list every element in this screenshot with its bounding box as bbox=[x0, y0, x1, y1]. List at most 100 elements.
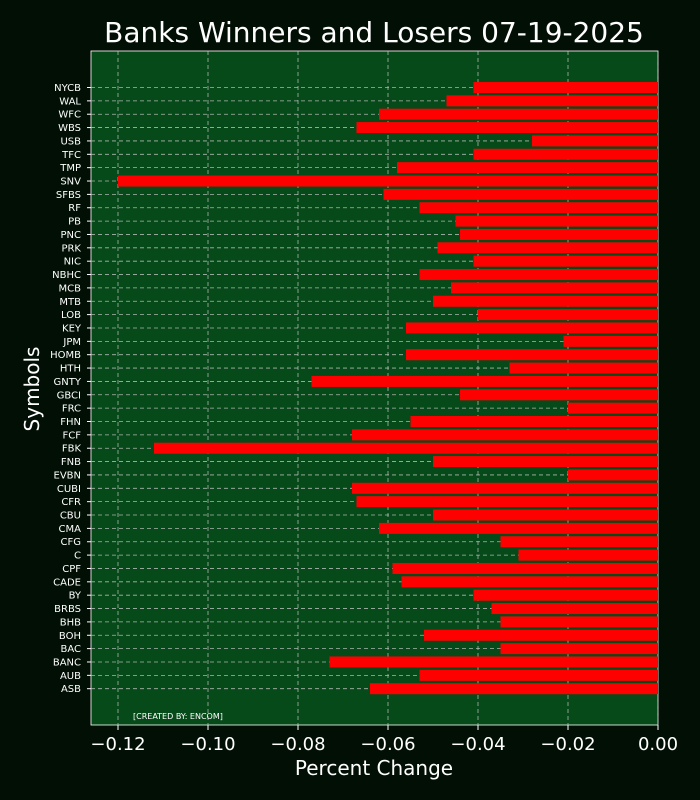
chart-title: Banks Winners and Losers 07-19-2025 bbox=[104, 16, 644, 49]
bar-jpm bbox=[563, 335, 658, 347]
y-tick-label: GNTY bbox=[54, 377, 82, 388]
y-tick-label: CMA bbox=[59, 524, 82, 535]
y-tick-label: AUB bbox=[60, 671, 81, 682]
y-tick-label: FBK bbox=[62, 444, 82, 455]
y-tick-label: JPM bbox=[62, 337, 81, 348]
y-tick-label: PNC bbox=[61, 230, 82, 241]
x-tick-label: −0.06 bbox=[360, 734, 415, 755]
bar-hth bbox=[509, 362, 658, 374]
bar-wfc bbox=[379, 108, 658, 120]
y-tick-label: BOH bbox=[59, 631, 81, 642]
bar-cma bbox=[379, 522, 658, 534]
bar-gnty bbox=[311, 375, 658, 387]
y-tick-label: EVBN bbox=[54, 470, 82, 481]
bar-c bbox=[518, 549, 658, 561]
y-tick-label: WBS bbox=[58, 123, 81, 134]
bar-cpf bbox=[392, 562, 658, 574]
x-tick-label: −0.02 bbox=[540, 734, 595, 755]
y-tick-label: NYCB bbox=[54, 83, 81, 94]
y-tick-label: USB bbox=[60, 136, 81, 147]
bar-evbn bbox=[568, 469, 658, 481]
y-tick-label: BY bbox=[69, 591, 82, 602]
bar-aub bbox=[419, 669, 658, 681]
y-tick-label: HOMB bbox=[50, 350, 81, 361]
y-tick-label: MCB bbox=[59, 283, 82, 294]
y-tick-label: CPF bbox=[62, 564, 81, 575]
y-tick-label: FRC bbox=[62, 404, 81, 415]
bar-fcf bbox=[352, 429, 658, 441]
y-tick-label: SFBS bbox=[56, 190, 81, 201]
bar-homb bbox=[406, 349, 658, 361]
y-tick-label: BHB bbox=[60, 617, 81, 628]
y-tick-label: SNV bbox=[60, 177, 81, 188]
bar-asb bbox=[370, 683, 658, 695]
bar-rf bbox=[419, 202, 658, 214]
bar-nycb bbox=[473, 82, 658, 93]
y-tick-label: BANC bbox=[53, 657, 81, 668]
x-axis: −0.12 −0.10 −0.08 −0.06 −0.04 −0.02 0.00 bbox=[90, 725, 678, 755]
y-tick-label: BAC bbox=[60, 644, 81, 655]
bar-key bbox=[406, 322, 658, 334]
bar-gbci bbox=[460, 389, 658, 401]
bar-sfbs bbox=[383, 188, 658, 200]
bar-fhn bbox=[410, 416, 658, 427]
credit-label: [CREATED BY: ENCOM] bbox=[133, 712, 223, 721]
y-tick-label: WAL bbox=[59, 96, 81, 107]
bar-bac bbox=[500, 643, 658, 655]
y-tick-label: LOB bbox=[61, 310, 81, 321]
bar-pnc bbox=[460, 228, 658, 240]
bar-fnb bbox=[433, 456, 658, 468]
bar-cade bbox=[401, 576, 658, 588]
y-tick-label: KEY bbox=[62, 323, 82, 334]
y-tick-label: NBHC bbox=[52, 270, 81, 281]
x-tick-label: −0.08 bbox=[270, 734, 325, 755]
bar-prk bbox=[437, 242, 658, 254]
y-tick-label: FNB bbox=[61, 457, 81, 468]
y-tick-label: RF bbox=[68, 203, 81, 214]
bar-mcb bbox=[451, 282, 658, 294]
bars bbox=[118, 82, 658, 695]
y-tick-label: HTH bbox=[60, 364, 81, 375]
y-axis: NYCB WAL WFC WBS USB TFC TMP SNV SFBS RF PB PNC PRK N… bbox=[50, 83, 91, 695]
bar-snv bbox=[118, 175, 658, 187]
y-tick-label: C bbox=[74, 551, 81, 562]
bar-tmp bbox=[397, 162, 658, 174]
bar-wal bbox=[446, 95, 658, 107]
bar-fbk bbox=[154, 442, 658, 454]
bar-cfr bbox=[356, 496, 658, 508]
bar-mtb bbox=[433, 295, 658, 307]
bar-cfg bbox=[500, 536, 658, 548]
y-tick-label: FCF bbox=[63, 430, 82, 441]
y-tick-label: GBCI bbox=[57, 390, 81, 401]
x-tick-label: 0.00 bbox=[638, 734, 678, 755]
bar-tfc bbox=[473, 148, 658, 160]
y-tick-label: CBU bbox=[60, 511, 81, 522]
bar-cbu bbox=[433, 509, 658, 521]
y-tick-label: CFR bbox=[61, 497, 81, 508]
bar-boh bbox=[424, 629, 658, 641]
x-tick-label: −0.10 bbox=[180, 734, 235, 755]
bar-banc bbox=[329, 656, 658, 668]
y-tick-label: NIC bbox=[64, 257, 81, 268]
y-tick-label: TFC bbox=[61, 150, 81, 161]
y-tick-label: CADE bbox=[53, 577, 81, 588]
y-tick-label: ASB bbox=[61, 684, 81, 695]
y-tick-label: BRBS bbox=[54, 604, 81, 615]
bar-usb bbox=[532, 135, 658, 147]
x-axis-label: Percent Change bbox=[295, 756, 453, 780]
bar-brbs bbox=[491, 603, 658, 615]
bar-bhb bbox=[500, 616, 658, 628]
x-tick-label: −0.04 bbox=[450, 734, 505, 755]
y-tick-label: TMP bbox=[59, 163, 81, 174]
y-tick-label: MTB bbox=[59, 297, 81, 308]
bar-nbhc bbox=[419, 269, 658, 281]
bar-pb bbox=[455, 215, 658, 227]
bar-wbs bbox=[356, 122, 658, 134]
y-tick-label: CFG bbox=[61, 537, 81, 548]
y-tick-label: WFC bbox=[58, 110, 81, 121]
bar-nic bbox=[473, 255, 658, 267]
y-tick-label: FHN bbox=[60, 417, 81, 428]
y-axis-label: Symbols bbox=[20, 347, 44, 432]
y-tick-label: CUBI bbox=[57, 484, 81, 495]
